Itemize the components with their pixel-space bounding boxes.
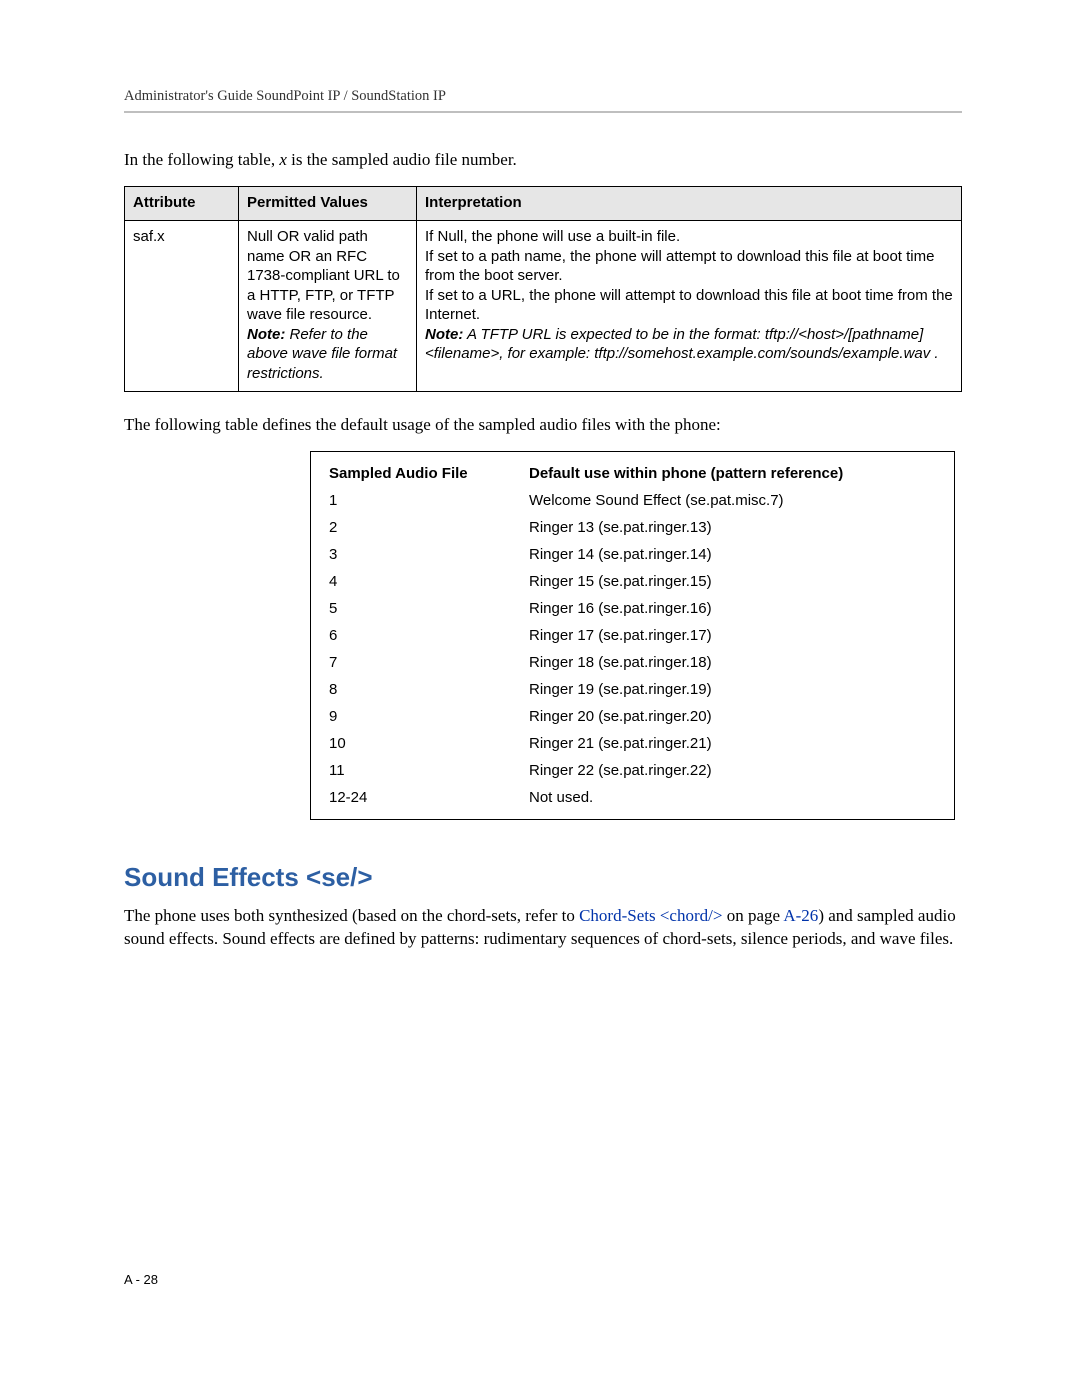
cell-sampled-file: 7 bbox=[323, 649, 523, 676]
table-row: 2Ringer 13 (se.pat.ringer.13) bbox=[323, 514, 942, 541]
intro1-var: x bbox=[279, 150, 287, 169]
table-header-row: Sampled Audio File Default use within ph… bbox=[323, 460, 942, 487]
cell-sampled-file: 1 bbox=[323, 487, 523, 514]
table-row: 11Ringer 22 (se.pat.ringer.22) bbox=[323, 757, 942, 784]
cell-permitted: Null OR valid path name OR an RFC 1738-c… bbox=[239, 221, 417, 392]
sampled-audio-table: Sampled Audio File Default use within ph… bbox=[323, 460, 942, 811]
interp-note-body: A TFTP URL is expected to be in the form… bbox=[425, 326, 939, 363]
table-row: 5Ringer 16 (se.pat.ringer.16) bbox=[323, 595, 942, 622]
interp-l2: If set to a path name, the phone will at… bbox=[425, 248, 934, 285]
intro1-post: is the sampled audio file number. bbox=[287, 150, 517, 169]
intro-paragraph-1: In the following table, x is the sampled… bbox=[124, 149, 962, 172]
th-permitted: Permitted Values bbox=[239, 186, 417, 221]
sampled-audio-table-wrap: Sampled Audio File Default use within ph… bbox=[310, 451, 955, 820]
interp-note-label: Note: bbox=[425, 326, 463, 343]
table-row: 8Ringer 19 (se.pat.ringer.19) bbox=[323, 676, 942, 703]
cell-sampled-file: 8 bbox=[323, 676, 523, 703]
table-row: 6Ringer 17 (se.pat.ringer.17) bbox=[323, 622, 942, 649]
permitted-main: Null OR valid path name OR an RFC 1738-c… bbox=[247, 228, 400, 323]
th-interpretation: Interpretation bbox=[417, 186, 962, 221]
cell-default-use: Ringer 15 (se.pat.ringer.15) bbox=[523, 568, 942, 595]
table-row: saf.x Null OR valid path name OR an RFC … bbox=[125, 221, 962, 392]
running-header: Administrator's Guide SoundPoint IP / So… bbox=[124, 88, 962, 105]
cell-interpretation: If Null, the phone will use a built-in f… bbox=[417, 221, 962, 392]
th-default-use: Default use within phone (pattern refere… bbox=[523, 460, 942, 487]
table-row: 7Ringer 18 (se.pat.ringer.18) bbox=[323, 649, 942, 676]
cell-default-use: Ringer 16 (se.pat.ringer.16) bbox=[523, 595, 942, 622]
cell-sampled-file: 12-24 bbox=[323, 784, 523, 811]
table-row: 3Ringer 14 (se.pat.ringer.14) bbox=[323, 541, 942, 568]
cell-sampled-file: 5 bbox=[323, 595, 523, 622]
link-page-a26[interactable]: A-26 bbox=[783, 906, 818, 925]
th-sampled-file: Sampled Audio File bbox=[323, 460, 523, 487]
table-row: 10Ringer 21 (se.pat.ringer.21) bbox=[323, 730, 942, 757]
document-page: Administrator's Guide SoundPoint IP / So… bbox=[0, 0, 1080, 1397]
cell-sampled-file: 11 bbox=[323, 757, 523, 784]
para-mid: on page bbox=[722, 906, 783, 925]
cell-default-use: Ringer 13 (se.pat.ringer.13) bbox=[523, 514, 942, 541]
para-pre: The phone uses both synthesized (based o… bbox=[124, 906, 579, 925]
cell-default-use: Ringer 19 (se.pat.ringer.19) bbox=[523, 676, 942, 703]
header-rule bbox=[124, 111, 962, 113]
interp-l1: If Null, the phone will use a built-in f… bbox=[425, 228, 680, 245]
permitted-note-label: Note: bbox=[247, 326, 285, 343]
cell-sampled-file: 4 bbox=[323, 568, 523, 595]
section-heading-sound-effects: Sound Effects <se/> bbox=[124, 862, 962, 893]
cell-sampled-file: 6 bbox=[323, 622, 523, 649]
cell-sampled-file: 3 bbox=[323, 541, 523, 568]
attributes-table: Attribute Permitted Values Interpretatio… bbox=[124, 186, 962, 393]
cell-sampled-file: 9 bbox=[323, 703, 523, 730]
table-row: 9Ringer 20 (se.pat.ringer.20) bbox=[323, 703, 942, 730]
intro1-pre: In the following table, bbox=[124, 150, 279, 169]
intro-paragraph-2: The following table defines the default … bbox=[124, 414, 962, 437]
table-header-row: Attribute Permitted Values Interpretatio… bbox=[125, 186, 962, 221]
cell-default-use: Not used. bbox=[523, 784, 942, 811]
cell-default-use: Ringer 18 (se.pat.ringer.18) bbox=[523, 649, 942, 676]
cell-default-use: Ringer 14 (se.pat.ringer.14) bbox=[523, 541, 942, 568]
sound-effects-paragraph: The phone uses both synthesized (based o… bbox=[124, 905, 962, 951]
table-row: 4Ringer 15 (se.pat.ringer.15) bbox=[323, 568, 942, 595]
th-attribute: Attribute bbox=[125, 186, 239, 221]
cell-default-use: Ringer 22 (se.pat.ringer.22) bbox=[523, 757, 942, 784]
cell-sampled-file: 2 bbox=[323, 514, 523, 541]
table-row: 1Welcome Sound Effect (se.pat.misc.7) bbox=[323, 487, 942, 514]
cell-default-use: Ringer 17 (se.pat.ringer.17) bbox=[523, 622, 942, 649]
interp-l3: If set to a URL, the phone will attempt … bbox=[425, 287, 953, 324]
cell-default-use: Ringer 21 (se.pat.ringer.21) bbox=[523, 730, 942, 757]
page-number: A - 28 bbox=[124, 1272, 158, 1287]
table-row: 12-24Not used. bbox=[323, 784, 942, 811]
cell-default-use: Welcome Sound Effect (se.pat.misc.7) bbox=[523, 487, 942, 514]
cell-attribute: saf.x bbox=[125, 221, 239, 392]
link-chord-sets[interactable]: Chord-Sets <chord/> bbox=[579, 906, 722, 925]
cell-default-use: Ringer 20 (se.pat.ringer.20) bbox=[523, 703, 942, 730]
cell-sampled-file: 10 bbox=[323, 730, 523, 757]
